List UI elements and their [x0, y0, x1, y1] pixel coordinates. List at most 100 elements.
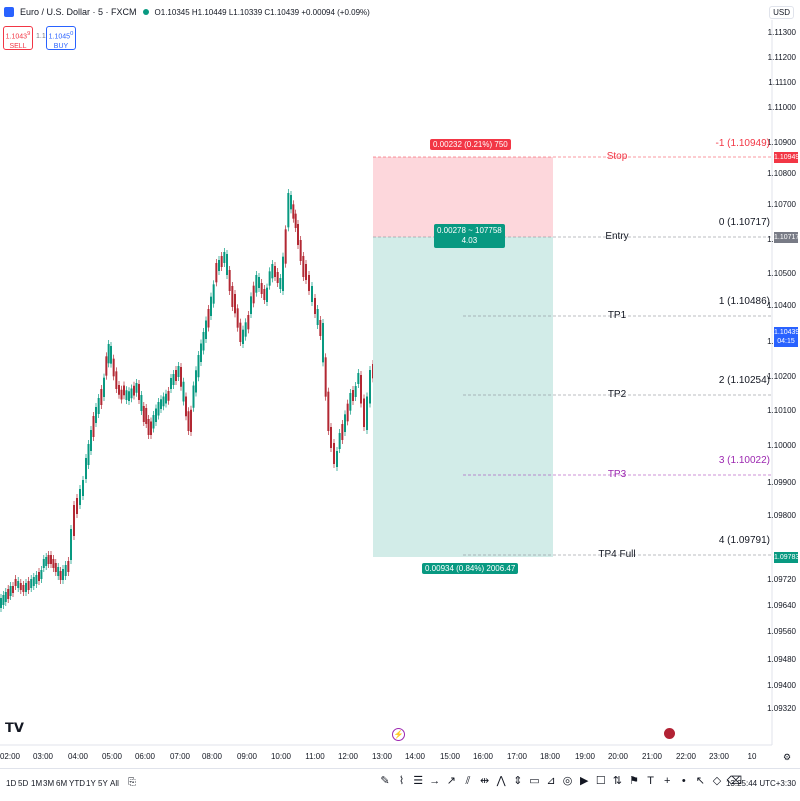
time-axis-label: 13:00 — [371, 752, 393, 761]
fib-icon[interactable]: ☰ — [413, 775, 424, 787]
candle-body — [271, 264, 274, 279]
tradingview-logo[interactable]: 𝗧𝗩 — [5, 720, 24, 735]
candle-body — [319, 320, 322, 336]
candle-body — [145, 408, 148, 424]
play-icon[interactable]: ▶ — [579, 775, 589, 787]
time-axis-label: 14:00 — [404, 752, 426, 761]
measure-icon[interactable]: ⇕ — [513, 775, 523, 787]
candle-body — [250, 296, 252, 314]
ruler-icon[interactable]: ⇹ — [479, 775, 490, 787]
timeframe-1m[interactable]: 1M — [31, 779, 43, 788]
buy-label: BUY — [53, 43, 69, 51]
candle-body — [242, 329, 244, 344]
sell-button[interactable]: 1.10439 SELL — [3, 26, 33, 50]
eraser-icon[interactable]: ⌫ — [726, 775, 743, 787]
candle-body — [200, 343, 202, 362]
entry-info-tag[interactable]: 0.00278 ~ 107758 4.03 — [434, 224, 505, 248]
candle-body — [152, 415, 155, 429]
candle-body — [311, 286, 313, 302]
candle-body — [52, 559, 55, 568]
box-icon[interactable]: ▭ — [529, 775, 540, 787]
magnet-icon[interactable]: ◇ — [712, 775, 722, 787]
target-info-tag[interactable]: 0.00934 (0.84%) 2006.47 — [422, 563, 519, 574]
candle-body — [47, 555, 50, 564]
candle-body — [357, 373, 360, 384]
crosshair-icon[interactable]: + — [663, 775, 671, 787]
candle-body — [210, 296, 212, 316]
timeframe-1y[interactable]: 1Y — [86, 779, 96, 788]
candle-body — [260, 283, 263, 294]
timeframe-6m[interactable]: 6M — [56, 779, 68, 788]
stop-zone[interactable] — [373, 157, 553, 237]
pattern-icon[interactable]: ⋀ — [496, 775, 506, 787]
stop-info-tag[interactable]: 0.00232 (0.21%) 750 — [430, 139, 511, 150]
price-axis-label: 1.09480 — [767, 655, 796, 664]
timeframe-all[interactable]: All — [110, 779, 119, 788]
price-axis-label: 1.10200 — [767, 372, 796, 381]
candle-body — [294, 213, 297, 228]
candle-body — [14, 579, 17, 586]
candle-body — [45, 557, 48, 566]
arrow-icon[interactable]: → — [429, 775, 441, 787]
candle-body — [231, 286, 234, 307]
symbol-title[interactable]: Euro / U.S. Dollar · 5 · FXCM — [20, 7, 137, 17]
pencil-icon[interactable]: ✎ — [380, 775, 390, 787]
currency-selector[interactable]: USD — [769, 6, 794, 19]
candle-body — [333, 443, 335, 464]
gann-icon[interactable]: ◎ — [562, 775, 573, 787]
lightning-event-icon[interactable]: ⚡ — [392, 728, 405, 741]
label-icon[interactable]: ⚑ — [629, 775, 639, 787]
candle-body — [130, 388, 133, 399]
cursor-icon[interactable]: ↖ — [695, 775, 705, 787]
candle-body — [314, 298, 316, 314]
settings-gear-icon[interactable]: ⚙ — [783, 752, 792, 762]
us-flag-event-icon[interactable] — [664, 728, 675, 739]
candle-body — [274, 266, 276, 277]
stop-price-tag: 1.10949 — [774, 152, 800, 163]
level-tp2-name: TP2 — [607, 389, 627, 400]
text-icon[interactable]: T — [647, 775, 654, 787]
position-icon[interactable]: ⇅ — [612, 775, 622, 787]
buy-button[interactable]: 1.10450 BUY — [46, 26, 76, 50]
brush-icon[interactable]: ⌇ — [398, 775, 405, 787]
candle-body — [197, 355, 200, 378]
time-axis-label: 11:00 — [305, 752, 325, 761]
candle-body — [85, 458, 87, 479]
candle-body — [239, 322, 242, 342]
timeframe-3m[interactable]: 3M — [43, 779, 55, 788]
forecast-icon[interactable]: ⊿ — [546, 775, 556, 787]
timeframe-5y[interactable]: 5Y — [98, 779, 108, 788]
candle-body — [2, 595, 5, 605]
candle-body — [42, 559, 45, 568]
candle-body — [19, 583, 22, 590]
level-stop-value: -1 (1.10949) — [715, 138, 770, 149]
timeframe-1d[interactable]: 1D — [6, 779, 17, 788]
candle-body — [35, 575, 38, 584]
candle-body — [236, 308, 239, 328]
symbol-header[interactable]: Euro / U.S. Dollar · 5 · FXCM O1.10345 H… — [4, 4, 370, 20]
timeframe-5d[interactable]: 5D — [18, 779, 29, 788]
dot-icon[interactable]: • — [681, 775, 686, 787]
clock-readout: 13:25:44 UTC+3:30 — [725, 779, 796, 788]
candle-body — [59, 571, 62, 580]
candle-body — [32, 577, 35, 586]
time-axis-label: 19:00 — [574, 752, 596, 761]
candle-body — [276, 272, 279, 283]
candle-body — [279, 278, 282, 289]
sell-price: 1.1043 — [5, 33, 28, 41]
note-icon[interactable]: ☐ — [595, 775, 606, 787]
time-axis-label: 18:00 — [539, 752, 561, 761]
candle-body — [120, 389, 123, 400]
time-axis-label: 16:00 — [472, 752, 494, 761]
target-zone[interactable] — [373, 237, 553, 557]
candle-body — [327, 391, 330, 431]
channel-icon[interactable]: ⫽ — [465, 775, 471, 787]
candle-body — [212, 284, 215, 304]
candle-body — [263, 289, 266, 300]
timeframe-ytd[interactable]: YTD — [69, 779, 85, 788]
date-range-icon[interactable]: ⎘ — [128, 777, 136, 788]
candle-body — [157, 402, 160, 416]
candle-body — [354, 386, 357, 397]
path-icon[interactable]: ↗ — [446, 775, 456, 787]
